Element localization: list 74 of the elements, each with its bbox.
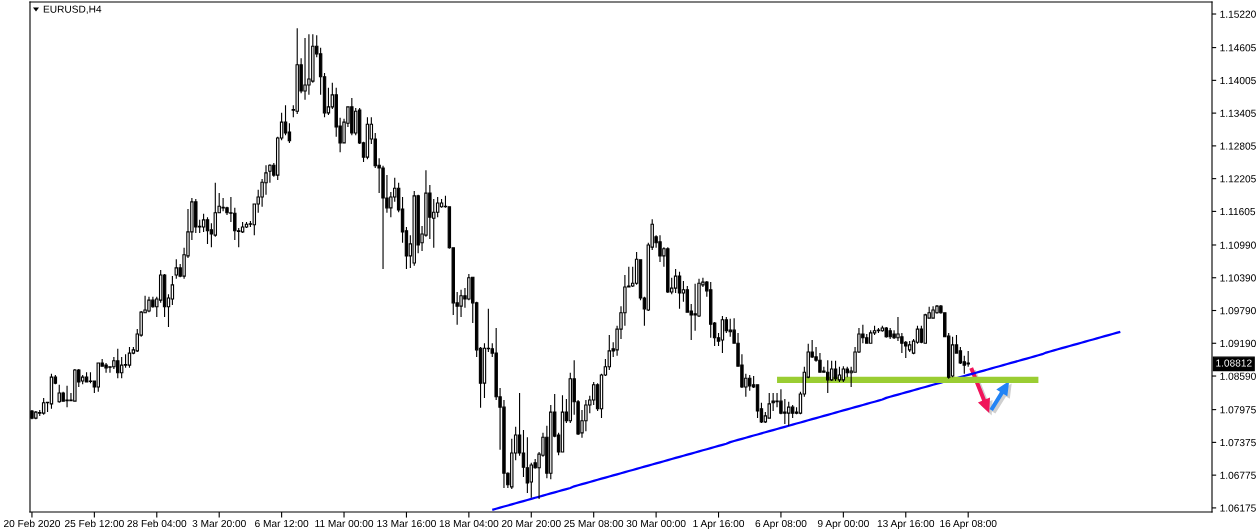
y-tick-label: 1.09790 — [1220, 307, 1256, 315]
candlestick — [950, 336, 955, 378]
y-tick-label: 1.14005 — [1220, 76, 1256, 85]
candlestick — [868, 329, 873, 345]
y-tick-label: 1.14605 — [1220, 44, 1256, 52]
candlestick — [303, 37, 307, 101]
candlestick — [65, 385, 69, 408]
candlestick — [49, 373, 54, 410]
candlestick — [826, 359, 830, 394]
candlestick — [104, 362, 108, 374]
y-tick-label: 1.12805 — [1220, 142, 1256, 150]
y-tick-label: 1.09190 — [1220, 339, 1256, 348]
candlestick — [41, 397, 46, 416]
x-tick-label: 25 Feb 12:00 — [65, 519, 124, 528]
candlestick — [888, 327, 892, 340]
candlestick — [833, 360, 838, 382]
y-tick-label: 1.10390 — [1220, 274, 1256, 282]
x-tick-label: 20 Feb 2020 — [3, 519, 61, 528]
candlestick — [787, 401, 791, 427]
candlestick — [560, 394, 565, 454]
candlestick — [412, 190, 416, 267]
candlestick — [84, 371, 89, 384]
candlestick — [884, 326, 888, 339]
candlestick — [116, 348, 120, 379]
x-tick-label: 20 Mar 20:00 — [501, 519, 561, 528]
y-tick-label: 1.13405 — [1220, 109, 1256, 117]
y-tick-label: 1.07975 — [1220, 406, 1256, 414]
candlestick — [57, 384, 61, 404]
y-tick-label: 1.06775 — [1220, 471, 1256, 479]
candlestick — [350, 97, 354, 136]
x-tick-label: 3 Mar 20:00 — [192, 519, 246, 528]
candlestick — [666, 246, 670, 294]
x-tick-label: 18 Mar 04:00 — [439, 519, 499, 528]
candlestick — [73, 368, 77, 403]
candlestick — [295, 27, 299, 115]
chart-title: EURUSD,H4 — [43, 5, 102, 14]
candlestick — [221, 197, 225, 212]
x-tick-label: 25 Mar 08:00 — [564, 519, 624, 528]
y-tick-label: 1.08590 — [1220, 372, 1256, 380]
candlestick — [127, 346, 132, 369]
candlestick — [147, 296, 151, 313]
annotation: 1.08812 — [1216, 359, 1252, 367]
x-tick-label: 9 Apr 00:00 — [817, 519, 869, 530]
candlestick — [767, 392, 771, 419]
x-tick-label: 6 Mar 12:00 — [255, 519, 309, 528]
candlestick — [677, 271, 682, 310]
candlestick — [935, 304, 939, 315]
candlestick — [244, 221, 249, 229]
x-tick-label: 28 Feb 04:00 — [127, 519, 187, 528]
line-series — [491, 330, 1122, 511]
candlestick — [307, 33, 311, 96]
x-tick-label: 13 Mar 16:00 — [377, 519, 436, 528]
x-tick-label: 16 Apr 08:00 — [940, 519, 997, 530]
candlestick — [365, 116, 370, 160]
candlestick — [720, 315, 725, 354]
y-tick-label: 1.10990 — [1220, 241, 1256, 249]
x-tick-label: 11 Mar 00:00 — [315, 519, 374, 528]
x-tick-label: 30 Mar 00:00 — [626, 519, 686, 528]
y-tick-label: 1.06175 — [1220, 504, 1256, 512]
x-tick-label: 1 Apr 16:00 — [693, 519, 745, 530]
candlestick — [841, 365, 846, 383]
candlestick — [658, 234, 662, 263]
candlestick — [96, 361, 100, 393]
candlestick — [205, 216, 210, 245]
candlestick — [931, 305, 935, 320]
x-tick-label: 6 Apr 08:00 — [755, 519, 807, 530]
x-tick-label: 13 Apr 16:00 — [877, 519, 935, 530]
candlestick — [876, 327, 881, 334]
y-tick-label: 1.07375 — [1220, 438, 1256, 447]
y-tick-label: 1.15220 — [1220, 10, 1256, 18]
y-tick-label: 1.11605 — [1220, 208, 1256, 216]
y-tick-label: 1.12205 — [1220, 175, 1256, 183]
candlestick — [174, 258, 179, 280]
candlestick — [34, 410, 38, 420]
